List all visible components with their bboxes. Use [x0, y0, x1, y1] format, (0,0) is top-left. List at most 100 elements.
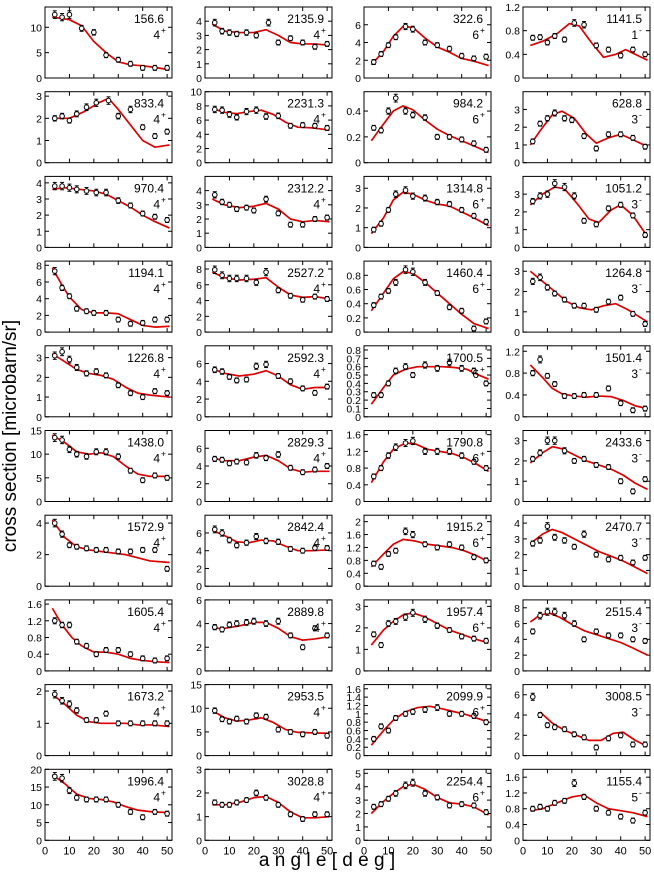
- data-point: [402, 440, 409, 446]
- data-point: [593, 462, 600, 468]
- panel-14: 0 0.2 0.4 0.6 0.8 1460.4 6 +: [346, 260, 492, 339]
- y-tick-label: 2: [36, 310, 42, 322]
- y-tick-label: 2: [355, 809, 361, 821]
- data-point: [83, 796, 90, 803]
- fit-curve: [212, 621, 330, 641]
- energy-label: 2592.3: [287, 351, 324, 365]
- data-point: [312, 545, 318, 551]
- data-point: [139, 477, 146, 484]
- energy-label: 2953.5: [287, 690, 324, 704]
- spin-label: 4: [153, 706, 160, 720]
- y-tick-label: 4: [36, 518, 42, 530]
- energy-label: 1226.8: [127, 351, 164, 365]
- x-tick-label: 50: [639, 845, 651, 857]
- data-point: [378, 723, 384, 730]
- parity-label: +: [321, 703, 326, 713]
- y-tick-label: 0: [514, 73, 520, 85]
- data-point: [219, 107, 225, 113]
- panel-frame: [522, 6, 651, 79]
- data-point: [446, 448, 453, 455]
- parity-label: +: [321, 618, 326, 628]
- y-tick-label: 1: [196, 812, 202, 824]
- spin-label: 4: [153, 367, 160, 381]
- spin-label: 3: [631, 282, 638, 296]
- x-tick-label: 0: [361, 845, 367, 857]
- data-point: [243, 797, 250, 803]
- x-tick-label: 10: [223, 845, 235, 857]
- y-tick-label: 2: [514, 730, 520, 742]
- panel-frame: [204, 175, 333, 248]
- data-point: [152, 65, 158, 71]
- data-point: [312, 43, 318, 50]
- data-point: [410, 610, 416, 616]
- parity-label: +: [480, 533, 485, 543]
- y-tick-label: 15: [190, 680, 202, 692]
- spin-label: 4: [153, 113, 160, 127]
- y-tick-label: 0.3: [346, 387, 361, 399]
- panel-frame: [363, 684, 492, 757]
- data-point: [471, 459, 477, 465]
- parity-label: +: [161, 194, 166, 204]
- panel-22: 0 0.4 0.8 1.2 1.6 1790.8 6 +: [346, 430, 492, 509]
- parity-label: -: [639, 449, 642, 459]
- energy-label: 2527.2: [287, 266, 324, 280]
- data-point: [458, 452, 465, 459]
- spin-label: 3: [631, 197, 638, 211]
- data-point: [233, 715, 240, 722]
- y-tick-label: 6: [514, 690, 520, 702]
- y-tick-label: 4: [355, 38, 361, 50]
- data-point: [458, 136, 465, 143]
- y-tick-label: 0.8: [346, 270, 361, 282]
- data-point: [211, 707, 218, 714]
- data-point: [243, 539, 250, 546]
- data-point: [299, 39, 306, 46]
- data-point: [103, 796, 109, 803]
- data-point: [458, 544, 465, 551]
- data-point: [529, 138, 536, 145]
- energy-label: 1673.2: [127, 690, 164, 704]
- data-point: [378, 392, 384, 398]
- data-point: [551, 180, 558, 187]
- y-tick-label: 1: [36, 226, 42, 238]
- energy-label: 970.4: [134, 181, 164, 195]
- data-point: [51, 115, 58, 122]
- spin-label: 4: [313, 197, 320, 211]
- data-point: [59, 775, 65, 781]
- panel-frame: [363, 91, 492, 164]
- parity-label: +: [161, 364, 166, 374]
- data-point: [378, 465, 384, 471]
- spin-label: 4: [313, 536, 320, 550]
- data-point: [324, 296, 330, 302]
- data-point: [630, 46, 636, 53]
- data-point: [446, 711, 453, 717]
- y-tick-label: 0.2: [346, 395, 361, 407]
- energy-label: 2515.4: [605, 605, 642, 619]
- spin-label: 3: [631, 452, 638, 466]
- data-point: [127, 809, 134, 815]
- panel-frame: [363, 260, 492, 333]
- data-point: [73, 451, 80, 457]
- data-point: [115, 316, 122, 323]
- data-point: [561, 726, 568, 733]
- data-point: [571, 20, 578, 26]
- fit-curve: [370, 365, 489, 405]
- energy-label: 2889.8: [287, 605, 324, 619]
- spin-label: 4: [153, 536, 160, 550]
- data-point: [458, 801, 465, 807]
- data-point: [544, 39, 551, 46]
- x-tick-label: 20: [407, 845, 419, 857]
- parity-label: -: [639, 279, 642, 289]
- y-tick-label: 0: [36, 73, 42, 85]
- y-tick-label: 2: [36, 113, 42, 125]
- y-tick-label: 3: [196, 30, 202, 42]
- y-tick-label: 3: [196, 764, 202, 776]
- data-point: [164, 65, 170, 71]
- fit-curve: [370, 705, 489, 746]
- data-point: [243, 718, 250, 725]
- data-point: [127, 202, 134, 209]
- data-point: [434, 290, 441, 296]
